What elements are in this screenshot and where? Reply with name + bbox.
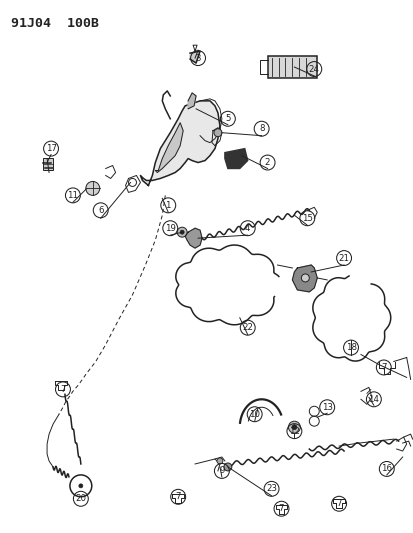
Text: 5: 5: [225, 114, 230, 123]
Text: 7: 7: [335, 499, 341, 508]
Circle shape: [214, 129, 221, 136]
FancyBboxPatch shape: [43, 158, 53, 169]
Text: 13: 13: [321, 403, 332, 412]
Text: 19: 19: [164, 224, 175, 233]
Text: 11: 11: [67, 191, 78, 200]
Circle shape: [180, 230, 184, 234]
Text: 6: 6: [98, 206, 103, 215]
Text: 14: 14: [368, 395, 378, 404]
Circle shape: [291, 425, 296, 430]
Text: 10: 10: [249, 410, 259, 419]
Circle shape: [78, 484, 83, 488]
Text: 7: 7: [60, 385, 66, 394]
FancyBboxPatch shape: [267, 56, 316, 78]
Polygon shape: [190, 51, 199, 63]
Text: 16: 16: [380, 464, 392, 473]
Text: 8: 8: [258, 124, 264, 133]
Circle shape: [85, 181, 100, 196]
Polygon shape: [188, 93, 196, 109]
Polygon shape: [155, 123, 183, 173]
Text: 7: 7: [175, 492, 180, 502]
Text: 17: 17: [45, 144, 57, 153]
Text: 15: 15: [301, 214, 312, 223]
Text: 3: 3: [195, 54, 200, 62]
Circle shape: [223, 463, 231, 471]
Text: 7: 7: [380, 363, 386, 372]
Polygon shape: [224, 149, 247, 168]
Circle shape: [216, 458, 222, 464]
Circle shape: [288, 421, 300, 433]
Polygon shape: [292, 265, 316, 292]
Polygon shape: [140, 101, 219, 185]
Text: 20: 20: [75, 494, 86, 503]
Text: 91J04  100B: 91J04 100B: [11, 17, 99, 30]
Text: 24: 24: [308, 64, 319, 74]
Text: 21: 21: [338, 254, 349, 263]
Text: 23: 23: [266, 484, 276, 494]
Text: 2: 2: [264, 158, 270, 167]
Circle shape: [177, 227, 187, 237]
Circle shape: [301, 274, 309, 282]
Text: 1: 1: [165, 201, 171, 210]
Text: 12: 12: [288, 426, 299, 435]
Text: 7: 7: [278, 504, 284, 513]
Polygon shape: [185, 228, 202, 248]
Text: 22: 22: [242, 323, 253, 332]
Text: 4: 4: [244, 224, 250, 233]
Text: 9: 9: [218, 466, 224, 475]
Text: 18: 18: [345, 343, 356, 352]
